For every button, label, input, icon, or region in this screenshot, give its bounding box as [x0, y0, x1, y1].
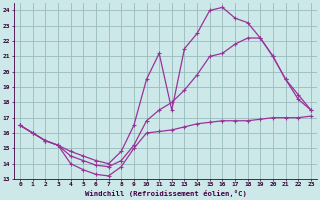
- X-axis label: Windchill (Refroidissement éolien,°C): Windchill (Refroidissement éolien,°C): [84, 190, 246, 197]
